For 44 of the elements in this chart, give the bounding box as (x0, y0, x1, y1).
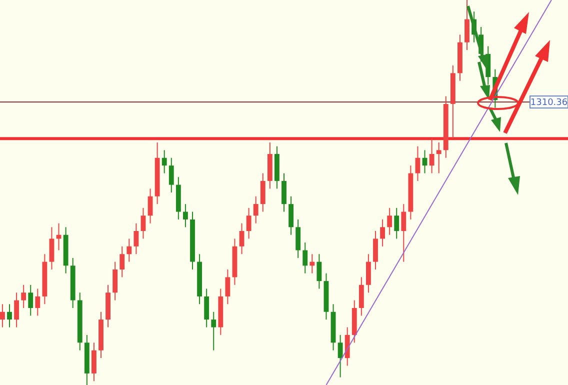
candlestick (344, 326, 350, 366)
candlestick (204, 288, 210, 328)
candlestick (148, 188, 153, 224)
candlestick (92, 342, 96, 382)
candlestick (302, 242, 308, 274)
candlestick (373, 230, 378, 270)
candlestick (239, 222, 244, 255)
candlestick (253, 196, 258, 224)
annotation: 1310.36 (530, 98, 568, 108)
candlestick (126, 238, 132, 262)
candlestick (401, 204, 406, 262)
candlestick (0, 304, 5, 328)
candlestick (35, 288, 40, 316)
candlestick (358, 276, 364, 316)
candlestick (162, 150, 167, 174)
candlestick (211, 311, 216, 351)
candlestick (7, 304, 12, 328)
candlestick (464, 0, 470, 51)
candlestick (380, 218, 385, 247)
candlestick (112, 261, 118, 301)
candlestick (21, 284, 26, 308)
candlestick (183, 204, 188, 228)
candlestick (49, 226, 54, 270)
candlestick (282, 172, 286, 212)
candlestick (316, 254, 322, 290)
candlestick (140, 207, 146, 240)
candlestick (296, 218, 301, 258)
candlestick (387, 207, 392, 236)
candlestick (394, 207, 400, 240)
candlestick (260, 172, 266, 212)
candlestick (310, 254, 315, 274)
candlestick (168, 157, 174, 193)
candlestick (246, 207, 252, 240)
candlestick (134, 222, 139, 255)
candlestick (415, 146, 420, 182)
candlestick (28, 284, 34, 316)
candlestick (338, 334, 343, 378)
candlestick (120, 246, 125, 278)
candlestick (366, 254, 371, 294)
candlestick (288, 196, 294, 236)
candlestick (225, 269, 230, 305)
candlestick (429, 138, 434, 174)
candlestick (436, 142, 442, 174)
candlestick (14, 292, 20, 328)
